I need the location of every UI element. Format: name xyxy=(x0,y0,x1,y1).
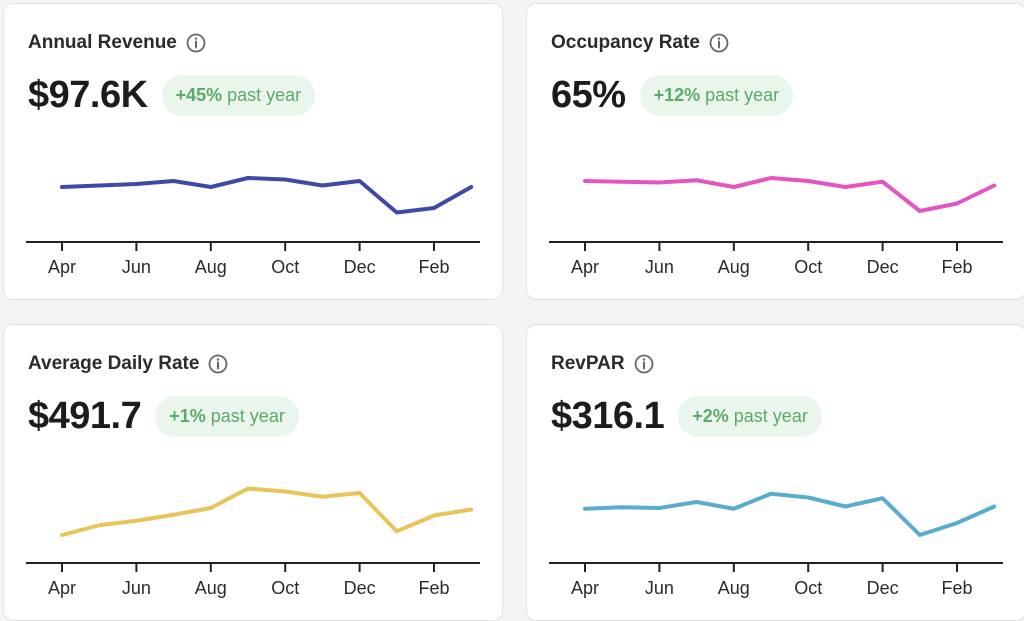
metric-value: $491.7 xyxy=(28,395,142,437)
x-tick-label: Dec xyxy=(867,578,899,598)
card-average-daily-rate: Average Daily Rate $491.7 +1% past year … xyxy=(3,324,503,621)
x-tick-label: Feb xyxy=(418,578,449,598)
series-line xyxy=(583,176,997,213)
series-line xyxy=(583,491,997,537)
delta-suffix: past year xyxy=(227,85,302,105)
metric-row: $491.7 +1% past year xyxy=(28,395,299,438)
x-tick-label: Feb xyxy=(418,257,449,277)
card-title-text: RevPAR xyxy=(551,353,625,374)
delta-suffix: past year xyxy=(705,85,780,105)
x-tick-label: Apr xyxy=(571,578,599,598)
x-tick-label: Aug xyxy=(718,257,750,277)
info-icon[interactable] xyxy=(208,354,228,374)
delta-badge: +45% past year xyxy=(161,75,316,116)
x-tick-label: Oct xyxy=(794,257,822,277)
metric-row: $316.1 +2% past year xyxy=(551,395,822,438)
revpar-line-chart: Apr Jun Aug Oct Dec Feb xyxy=(549,491,1003,598)
card-title: Annual Revenue xyxy=(28,32,206,54)
delta-percent: +45% xyxy=(175,85,223,105)
x-tick-label: Jun xyxy=(122,578,151,598)
delta-percent: +1% xyxy=(169,406,206,426)
delta-badge: +2% past year xyxy=(678,396,822,437)
card-title-text: Occupancy Rate xyxy=(551,32,700,53)
occupancy-line-chart: Apr Jun Aug Oct Dec Feb xyxy=(549,176,1003,277)
x-tick-label: Dec xyxy=(867,257,899,277)
x-tick-label: Aug xyxy=(195,578,227,598)
metric-value: $97.6K xyxy=(28,74,148,116)
card-title-text: Annual Revenue xyxy=(28,32,177,53)
card-title: Average Daily Rate xyxy=(28,353,228,375)
x-tick-label: Oct xyxy=(794,578,822,598)
x-tick-label: Jun xyxy=(645,257,674,277)
x-tick-label: Apr xyxy=(571,257,599,277)
x-tick-label: Apr xyxy=(48,257,76,277)
x-tick-label: Feb xyxy=(941,578,972,598)
x-tick-label: Apr xyxy=(48,578,76,598)
adr-line-chart: Apr Jun Aug Oct Dec Feb xyxy=(26,486,480,598)
metric-row: 65% +12% past year xyxy=(551,74,794,117)
metric-row: $97.6K +45% past year xyxy=(28,74,316,117)
series-line xyxy=(60,486,474,537)
delta-badge: +12% past year xyxy=(639,75,794,116)
card-title: Occupancy Rate xyxy=(551,32,729,54)
delta-suffix: past year xyxy=(733,406,808,426)
metric-value: 65% xyxy=(551,74,626,116)
delta-suffix: past year xyxy=(210,406,285,426)
info-icon[interactable] xyxy=(186,33,206,53)
info-icon[interactable] xyxy=(634,354,654,374)
info-icon[interactable] xyxy=(709,33,729,53)
card-annual-revenue: Annual Revenue $97.6K +45% past year Apr… xyxy=(3,3,503,300)
revenue-line-chart: Apr Jun Aug Oct Dec Feb xyxy=(26,176,480,277)
metric-value: $316.1 xyxy=(551,395,665,437)
x-tick-label: Dec xyxy=(344,578,376,598)
x-tick-label: Feb xyxy=(941,257,972,277)
x-tick-label: Oct xyxy=(271,257,299,277)
x-tick-label: Aug xyxy=(718,578,750,598)
delta-percent: +12% xyxy=(653,85,701,105)
x-tick-label: Jun xyxy=(645,578,674,598)
x-tick-label: Dec xyxy=(344,257,376,277)
card-revpar: RevPAR $316.1 +2% past year Apr Jun Aug Oct… xyxy=(526,324,1024,621)
x-tick-label: Aug xyxy=(195,257,227,277)
card-occupancy-rate: Occupancy Rate 65% +12% past year Apr Jun… xyxy=(526,3,1024,300)
x-tick-label: Oct xyxy=(271,578,299,598)
card-title: RevPAR xyxy=(551,353,654,375)
delta-badge: +1% past year xyxy=(155,396,299,437)
card-title-text: Average Daily Rate xyxy=(28,353,200,374)
series-line xyxy=(60,176,474,215)
x-tick-label: Jun xyxy=(122,257,151,277)
delta-percent: +2% xyxy=(692,406,729,426)
